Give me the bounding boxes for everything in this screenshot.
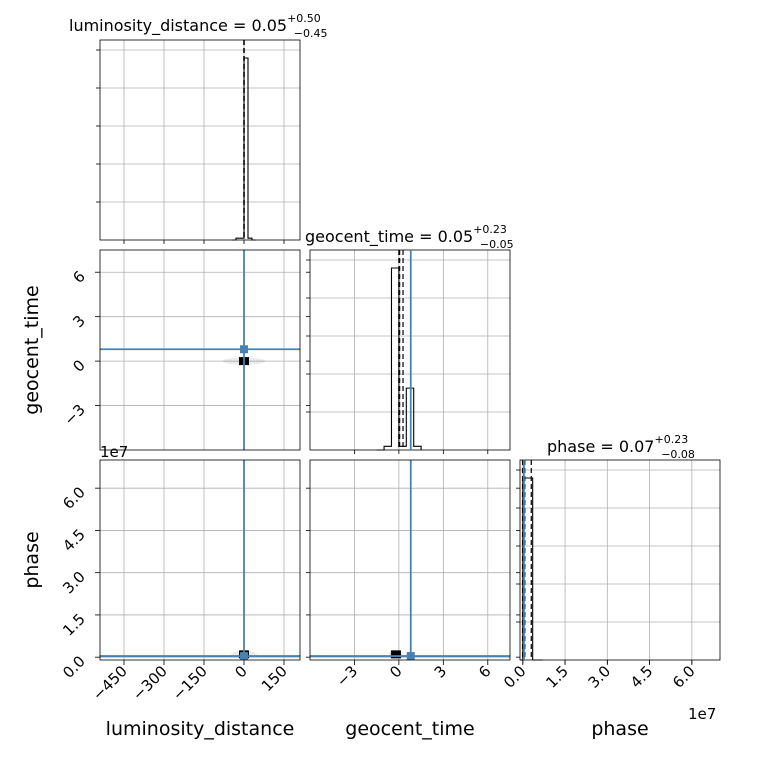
title-geocent-time: geocent_time = 0.05+0.23 −0.05 [305, 223, 514, 251]
panel-frame [309, 459, 511, 661]
title-luminosity-distance: luminosity_distance = 0.05+0.50 −0.45 [69, 12, 328, 40]
y-tick-label-geocent_time: 6 [69, 267, 88, 286]
diag-panel-phase [516, 459, 721, 661]
ylabel-phase: phase [21, 531, 43, 588]
x-tick-label-geocent_time: 0 [386, 662, 405, 681]
x-tick-label-luminosity_distance: −300 [129, 662, 171, 704]
panel-frame [99, 459, 301, 661]
panel-luminosity_distance-vs-phase [99, 459, 301, 661]
x-tick-label-geocent_time: 6 [475, 662, 494, 681]
x-tick-label-geocent_time: −3 [333, 662, 361, 690]
x-tick-label-luminosity_distance: 150 [258, 662, 291, 695]
panel-luminosity_distance-vs-geocent_time [99, 249, 301, 451]
x-tick-label-phase: 4.5 [627, 662, 657, 692]
x-tick-label-phase: 0.0 [500, 662, 530, 692]
offset-label-phase-x: 1e7 [688, 705, 716, 723]
y-tick-label-geocent_time: 0 [69, 356, 88, 375]
x-tick-label-luminosity_distance: 0 [231, 662, 250, 681]
panel-frame [519, 459, 721, 661]
xlabel-phase: phase [591, 718, 648, 740]
offset-label-phase-y: 1e7 [100, 443, 128, 461]
y-tick-label-phase: 6.0 [59, 483, 89, 513]
xlabel-luminosity-distance: luminosity_distance [106, 718, 295, 740]
y-tick-label-geocent_time: 3 [69, 312, 88, 331]
diag-panel-luminosity_distance [96, 39, 301, 241]
samples-density [390, 650, 401, 659]
x-tick-label-luminosity_distance: −150 [169, 662, 211, 704]
panel-frame [99, 39, 301, 241]
x-tick-label-phase: 6.0 [669, 662, 699, 692]
y-tick-label-phase: 1.5 [59, 610, 89, 640]
y-tick-label-geocent_time: −3 [60, 401, 88, 429]
x-tick-label-phase: 3.0 [585, 662, 615, 692]
truth-point [240, 345, 248, 354]
x-tick-label-phase: 1.5 [542, 662, 572, 692]
truth-point [406, 652, 415, 661]
x-tick-label-geocent_time: 3 [431, 662, 450, 681]
truth-point [240, 652, 248, 661]
ylabel-geocent-time: geocent_time [21, 285, 43, 414]
panel-frame [99, 249, 301, 451]
y-tick-label-phase: 4.5 [59, 526, 89, 556]
xlabel-geocent-time: geocent_time [345, 718, 474, 740]
y-tick-label-phase: 3.0 [59, 568, 89, 598]
x-tick-label-luminosity_distance: −450 [89, 662, 131, 704]
y-tick-label-phase: 0.0 [59, 652, 89, 682]
panel-geocent_time-vs-phase [309, 459, 511, 661]
diag-panel-geocent_time [306, 249, 511, 451]
title-phase: phase = 0.07+0.23 −0.08 [547, 433, 695, 461]
